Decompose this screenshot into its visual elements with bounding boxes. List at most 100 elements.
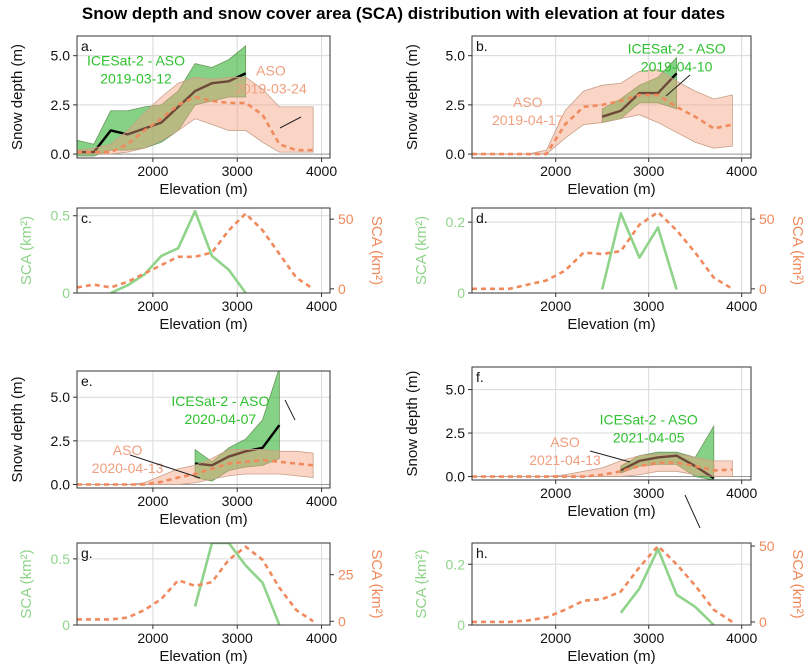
y-tick-label: 0 (457, 285, 465, 301)
y-axis-label: Snow depth (m) (9, 377, 26, 483)
series-line (619, 547, 715, 625)
panel-f: 2000 3000 4000 Elevation (m) 0.0 2.5 5.0 Snow d… (404, 366, 757, 520)
annotation-leader-line (684, 494, 701, 529)
series-line (77, 458, 314, 486)
panel-label: e. (81, 373, 93, 389)
y-tick-label: 0.0 (51, 146, 71, 162)
y-tick-label: 0.0 (51, 477, 71, 493)
panel-g: 2000 3000 4000 Elevation (m) 0 0.5 SCA (km²) 0 2… (18, 542, 385, 665)
series-line (77, 72, 247, 154)
series-line (601, 72, 678, 118)
x-tick-label: 4000 (306, 493, 337, 509)
figure-title: Snow depth and snow cover area (SCA) dis… (81, 4, 726, 23)
series-line (77, 212, 314, 290)
y-tick-label: 0 (62, 617, 70, 633)
annotation-text: ICESat-2 - ASO (87, 53, 185, 69)
panel-label: b. (476, 38, 488, 54)
x-tick-label: 3000 (222, 298, 253, 314)
panel-label: f. (476, 369, 484, 385)
plot-frame (471, 207, 752, 294)
annotation-leader-line (284, 399, 296, 421)
panel-a: 2000 3000 4000 Elevation (m) 0.0 2.5 5.0 Snow d… (9, 35, 337, 198)
y-right-tick-label: 0 (759, 614, 767, 630)
y-tick-label: 0.5 (51, 551, 71, 567)
uncertainty-band (194, 371, 280, 482)
y-right-axis-label: SCA (km²) (789, 216, 806, 285)
y-tick-label: 0 (457, 617, 465, 633)
x-axis-label: Elevation (m) (159, 181, 247, 198)
plot-frame (76, 35, 331, 159)
x-axis-label: Elevation (m) (567, 316, 655, 333)
series-line (472, 210, 734, 291)
annotation-text: 2020-04-13 (92, 460, 164, 476)
x-tick-label: 4000 (726, 298, 757, 314)
annotation-text: 2021-04-05 (613, 429, 685, 445)
x-tick-label: 3000 (222, 163, 253, 179)
x-axis-label: Elevation (m) (567, 503, 655, 520)
annotation-leader-line (279, 116, 302, 129)
y-tick-label: 2.5 (446, 97, 466, 113)
y-tick-label: 0.2 (446, 556, 466, 572)
y-right-axis-label: SCA (km²) (789, 549, 806, 618)
y-tick-label: 5.0 (51, 48, 71, 64)
x-tick-label: 2000 (540, 485, 571, 501)
plot-area (472, 544, 734, 625)
uncertainty-band (77, 449, 314, 485)
annotation-text: 2019-03-12 (100, 71, 172, 87)
annotation-text: ASO (513, 94, 543, 110)
annotation-leader-line (129, 454, 201, 479)
annotation-text: 2019-04-17 (492, 112, 564, 128)
panel-b: 2000 3000 4000 Elevation (m) 0.0 2.5 5.0 Snow d… (404, 35, 757, 198)
plot-frame (76, 542, 331, 626)
x-tick-label: 3000 (222, 493, 253, 509)
y-right-tick-label: 0 (338, 281, 346, 297)
plot-frame (76, 370, 331, 489)
annotation-text: ICESat-2 - ASO (171, 393, 269, 409)
y-tick-label: 2.5 (446, 425, 466, 441)
series-line (600, 212, 678, 290)
x-tick-label: 3000 (633, 630, 664, 646)
panel-label: g. (81, 545, 93, 561)
series-line (77, 545, 314, 623)
y-right-tick-label: 50 (759, 211, 775, 227)
panel-e: 2000 3000 4000 Elevation (m) 0.0 2.5 5.0 Snow d… (9, 370, 337, 528)
uncertainty-band (77, 76, 314, 155)
annotation-text: ASO (113, 442, 143, 458)
y-right-tick-label: 50 (759, 538, 775, 554)
panel-label: a. (81, 38, 93, 54)
uncertainty-band (472, 69, 733, 155)
plot-frame (471, 35, 752, 159)
uncertainty-band (77, 44, 247, 157)
annotation-text: ICESat-2 - ASO (628, 41, 726, 57)
x-tick-label: 2000 (540, 163, 571, 179)
series-line (472, 544, 734, 624)
x-tick-label: 3000 (633, 163, 664, 179)
plot-area (77, 44, 314, 157)
x-axis-label: Elevation (m) (159, 511, 247, 528)
plot-area (77, 543, 314, 625)
x-tick-label: 4000 (726, 163, 757, 179)
panel-label: c. (81, 210, 92, 226)
y-right-axis-label: SCA (km²) (368, 549, 385, 618)
panel-label: d. (476, 210, 488, 226)
x-tick-label: 3000 (633, 485, 664, 501)
y-tick-label: 5.0 (446, 382, 466, 398)
y-axis-label: SCA (km²) (413, 549, 430, 618)
y-tick-label: 0 (62, 285, 70, 301)
y-axis-label: SCA (km²) (18, 216, 35, 285)
y-right-axis-label: SCA (km²) (368, 216, 385, 285)
plot-frame (76, 207, 331, 294)
x-tick-label: 4000 (726, 485, 757, 501)
x-axis-label: Elevation (m) (567, 648, 655, 665)
x-tick-label: 2000 (137, 298, 168, 314)
panel-d: 2000 3000 4000 Elevation (m) 0 0.2 SCA (km²) 0 5… (413, 207, 806, 333)
x-tick-label: 2000 (540, 630, 571, 646)
y-tick-label: 5.0 (446, 48, 466, 64)
y-tick-label: 2.5 (51, 433, 71, 449)
y-axis-label: Snow depth (m) (404, 44, 421, 150)
y-tick-label: 0.5 (51, 208, 71, 224)
x-axis-label: Elevation (m) (159, 648, 247, 665)
x-tick-label: 4000 (306, 630, 337, 646)
